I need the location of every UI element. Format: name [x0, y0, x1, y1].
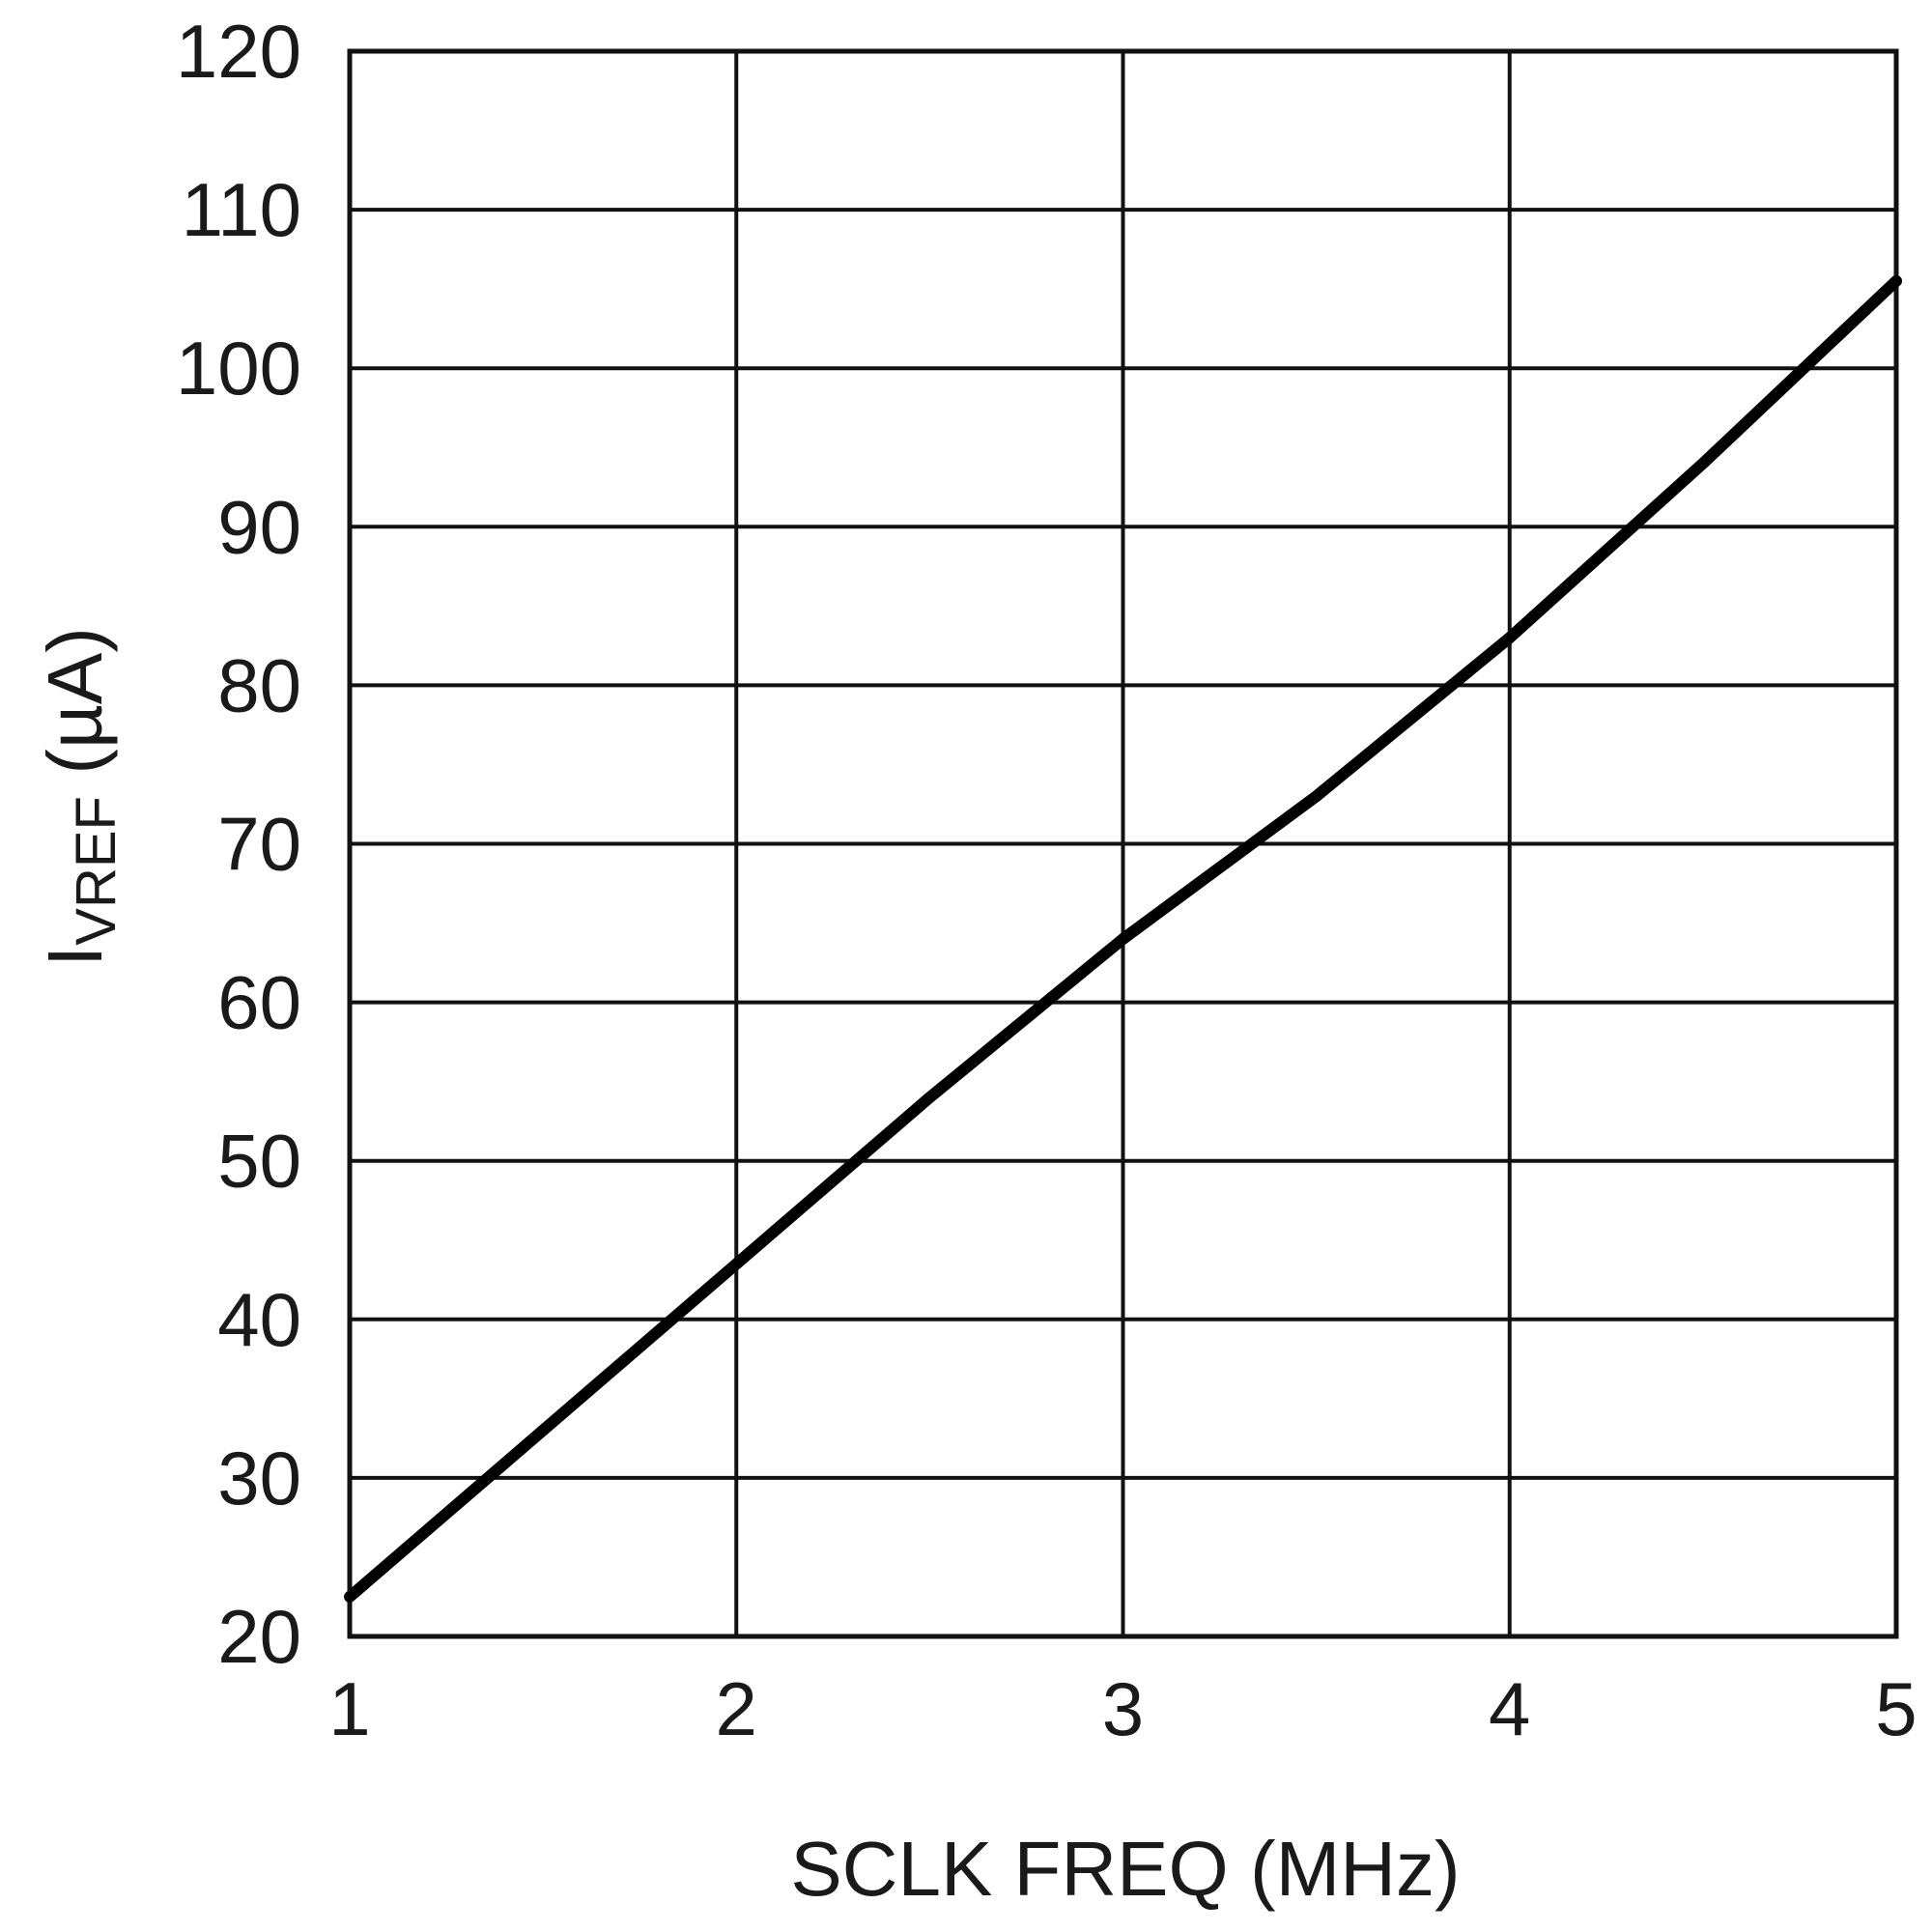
y-tick-label-100: 100 [176, 326, 301, 411]
x-tick-label-2: 2 [716, 1666, 757, 1751]
y-tick-label-40: 40 [217, 1277, 301, 1362]
x-tick-label-3: 3 [1102, 1666, 1144, 1751]
y-tick-label-80: 80 [217, 642, 301, 727]
y-tick-label-30: 30 [217, 1435, 301, 1520]
x-tick-label-1: 1 [328, 1666, 370, 1751]
y-axis-title: IVREF (µA) [32, 627, 128, 967]
y-tick-label-70: 70 [217, 802, 301, 887]
y-tick-label-90: 90 [217, 484, 301, 569]
series-line-1 [344, 274, 1902, 1603]
x-tick-label-4: 4 [1489, 1666, 1530, 1751]
y-axis-title-subscript: VREF [65, 796, 128, 946]
y-axis-title-main: I [32, 946, 118, 967]
x-tick-label-5: 5 [1875, 1666, 1917, 1751]
y-tick-labels: 20 30 40 50 60 70 80 90 100 110 120 [176, 9, 301, 1679]
x-tick-labels: 1 2 3 4 5 [328, 1666, 1917, 1751]
y-tick-label-110: 110 [182, 167, 301, 252]
x-axis-title: SCLK FREQ (MHz) [790, 1826, 1460, 1912]
y-tick-label-50: 50 [217, 1119, 301, 1204]
y-axis-title-unit: (µA) [32, 627, 118, 796]
y-tick-label-60: 60 [217, 960, 301, 1045]
series-layer [344, 274, 1902, 1603]
y-tick-label-120: 120 [176, 9, 301, 94]
plot-frame [347, 48, 1899, 1639]
y-tick-label-20: 20 [217, 1594, 301, 1679]
